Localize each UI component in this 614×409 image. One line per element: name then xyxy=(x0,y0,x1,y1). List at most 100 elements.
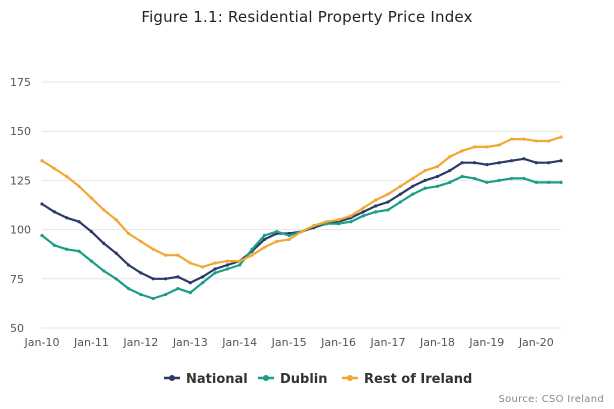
data-point-rest-of-ireland xyxy=(250,253,254,257)
data-point-national xyxy=(176,275,180,279)
data-point-dublin xyxy=(411,192,415,196)
x-tick-label: Jan-18 xyxy=(419,336,455,349)
legend-item-dublin: Dublin xyxy=(258,372,328,387)
data-point-national xyxy=(40,202,44,206)
data-point-national xyxy=(559,159,563,163)
data-point-national xyxy=(225,263,229,267)
series-line-national xyxy=(41,157,562,284)
x-tick-label: Jan-15 xyxy=(271,336,307,349)
data-point-national xyxy=(213,267,217,271)
legend-label: Rest of Ireland xyxy=(364,372,472,387)
data-point-dublin xyxy=(398,200,402,204)
data-point-national xyxy=(547,161,551,165)
series-lines xyxy=(40,135,563,301)
data-point-national xyxy=(423,178,427,182)
data-point-rest-of-ireland xyxy=(188,261,192,265)
y-tick-label: 100 xyxy=(10,224,31,237)
y-tick-label: 175 xyxy=(10,76,31,89)
y-tick-label: 50 xyxy=(10,322,24,335)
data-point-dublin xyxy=(386,208,390,212)
data-point-national xyxy=(460,161,464,165)
legend-label: Dublin xyxy=(280,372,328,387)
data-point-rest-of-ireland xyxy=(423,168,427,173)
y-tick-label: 75 xyxy=(10,273,24,286)
data-point-dublin xyxy=(262,233,267,238)
data-point-dublin xyxy=(374,210,378,214)
data-point-dublin xyxy=(114,277,118,281)
data-point-rest-of-ireland xyxy=(65,174,69,179)
data-point-rest-of-ireland xyxy=(509,137,514,141)
data-point-dublin xyxy=(349,220,353,224)
data-point-rest-of-ireland xyxy=(40,159,44,163)
data-point-dublin xyxy=(176,287,180,291)
data-point-national xyxy=(472,161,477,165)
series-national xyxy=(40,157,563,285)
data-point-dublin xyxy=(238,263,242,267)
data-point-national xyxy=(374,204,378,208)
legend-marker xyxy=(347,375,353,381)
x-tick-label: Jan-19 xyxy=(468,336,504,349)
y-tick-label: 150 xyxy=(10,125,31,138)
data-point-rest-of-ireland xyxy=(126,231,131,236)
series-line-dublin xyxy=(41,175,561,300)
data-point-national xyxy=(497,161,501,165)
data-point-dublin xyxy=(151,296,155,301)
data-point-national xyxy=(151,277,155,281)
data-point-rest-of-ireland xyxy=(559,135,563,139)
data-point-national xyxy=(201,275,205,279)
data-point-dublin xyxy=(522,176,526,181)
data-point-dublin xyxy=(77,249,81,253)
data-point-dublin xyxy=(287,233,291,238)
grid-lines xyxy=(42,81,561,329)
data-point-rest-of-ireland xyxy=(201,265,205,269)
data-point-rest-of-ireland xyxy=(176,253,180,257)
data-point-dublin xyxy=(472,176,477,181)
data-point-rest-of-ireland xyxy=(238,259,242,263)
data-point-dublin xyxy=(126,287,131,291)
data-point-rest-of-ireland xyxy=(534,139,538,143)
data-point-national xyxy=(435,174,440,179)
data-point-dublin xyxy=(40,233,44,238)
data-point-rest-of-ireland xyxy=(299,229,304,234)
data-point-national xyxy=(139,271,143,275)
y-axis: 50 75 100 125 150 175 xyxy=(10,76,31,335)
data-point-dublin xyxy=(201,281,205,285)
data-point-rest-of-ireland xyxy=(275,239,279,244)
data-point-rest-of-ireland xyxy=(497,143,501,147)
data-point-national xyxy=(386,200,390,204)
data-point-dublin xyxy=(52,243,56,247)
data-point-rest-of-ireland xyxy=(435,165,440,169)
data-point-rest-of-ireland xyxy=(287,237,291,242)
data-point-rest-of-ireland xyxy=(151,247,155,251)
data-point-rest-of-ireland xyxy=(386,192,390,196)
data-point-national xyxy=(448,168,452,173)
series-rest-of-ireland xyxy=(40,135,563,269)
data-point-national xyxy=(65,216,69,220)
x-tick-label: Jan-17 xyxy=(370,336,406,349)
chart-title: Figure 1.1: Residential Property Price I… xyxy=(141,8,473,26)
data-point-national xyxy=(361,210,365,214)
data-point-dublin xyxy=(102,269,106,273)
data-point-dublin xyxy=(460,174,464,179)
series-dublin xyxy=(40,174,563,301)
data-point-rest-of-ireland xyxy=(324,220,328,224)
data-point-national xyxy=(398,192,402,196)
x-tick-label: Jan-13 xyxy=(172,336,208,349)
data-point-dublin xyxy=(448,180,452,184)
legend-marker xyxy=(169,375,175,381)
data-point-rest-of-ireland xyxy=(472,145,477,149)
data-point-dublin xyxy=(336,222,341,226)
data-point-national xyxy=(89,229,94,234)
data-point-rest-of-ireland xyxy=(460,149,464,153)
data-point-rest-of-ireland xyxy=(89,196,94,200)
legend-label: National xyxy=(186,372,248,387)
data-point-rest-of-ireland xyxy=(398,184,402,188)
data-point-dublin xyxy=(213,271,217,275)
data-point-national xyxy=(262,237,267,242)
series-line-rest-of-ireland xyxy=(41,136,562,269)
data-point-rest-of-ireland xyxy=(52,166,56,171)
data-point-dublin xyxy=(275,229,279,234)
data-point-dublin xyxy=(188,290,192,295)
data-point-national xyxy=(509,159,514,163)
data-point-dublin xyxy=(497,178,501,182)
